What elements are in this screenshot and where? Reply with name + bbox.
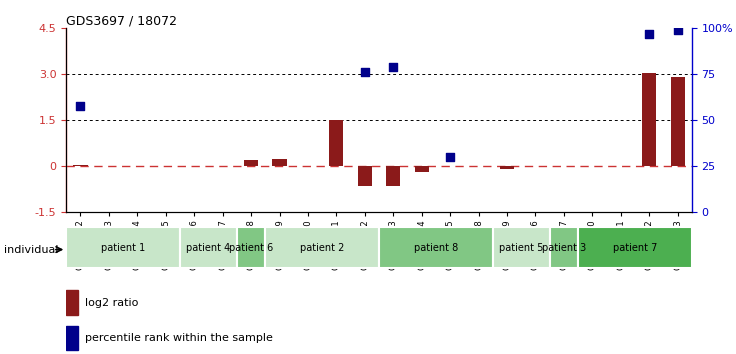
Bar [66,290,77,315]
Point [672,27,684,33]
Bar [180,227,237,268]
Text: patient 5: patient 5 [499,243,543,253]
Bar [670,78,684,166]
Text: percentile rank within the sample: percentile rank within the sample [85,333,273,343]
Bar [386,166,400,186]
Bar [237,227,265,268]
Text: individual: individual [4,245,58,255]
Bar [358,166,372,186]
Bar [379,227,493,268]
Text: GDS3697 / 18072: GDS3697 / 18072 [66,14,177,27]
Bar [493,227,550,268]
Bar [74,165,88,166]
Text: patient 2: patient 2 [300,243,344,253]
Bar [414,166,429,172]
Text: patient 3: patient 3 [542,243,586,253]
Text: log2 ratio: log2 ratio [85,298,138,308]
Point [643,31,655,37]
Point [445,154,456,160]
Point [359,70,371,75]
Point [74,103,86,108]
Text: patient 8: patient 8 [414,243,458,253]
Text: patient 7: patient 7 [613,243,657,253]
Text: patient 4: patient 4 [186,243,230,253]
Bar [578,227,692,268]
Bar [265,227,379,268]
Bar [244,160,258,166]
Text: patient 1: patient 1 [101,243,145,253]
Bar [500,166,514,169]
Bar [66,227,180,268]
Bar [272,159,286,166]
Bar [329,120,344,166]
Bar [642,73,657,166]
Bar [66,326,77,350]
Text: patient 6: patient 6 [229,243,273,253]
Point [387,64,399,70]
Bar [550,227,578,268]
